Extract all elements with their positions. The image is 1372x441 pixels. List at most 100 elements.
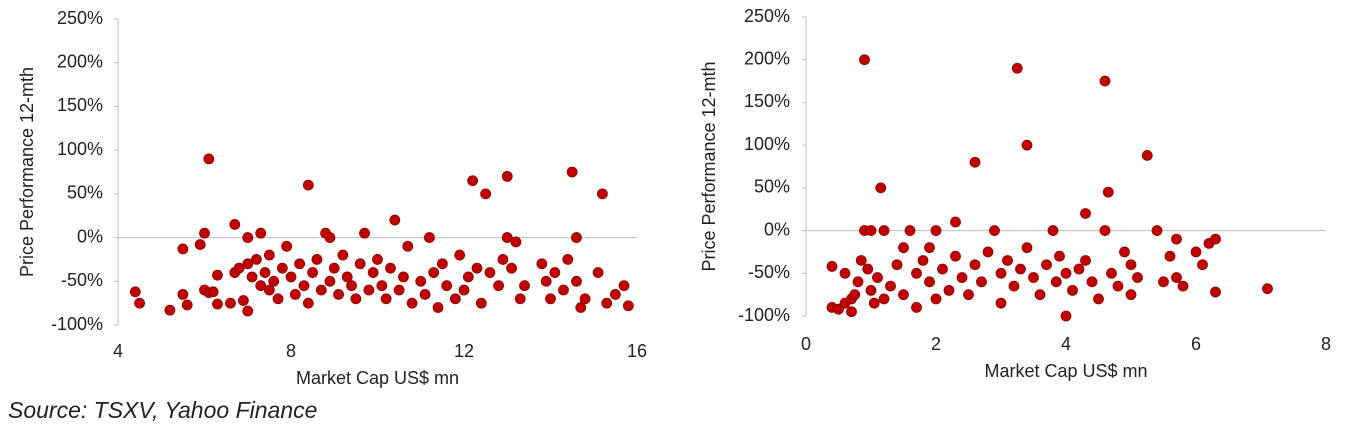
data-point [878, 225, 890, 236]
data-point [558, 284, 569, 296]
data-point [268, 275, 280, 287]
data-point [1015, 263, 1026, 275]
data-point [1125, 259, 1137, 271]
data-point [1073, 263, 1085, 275]
data-point [363, 284, 375, 296]
data-point [415, 275, 427, 287]
data-point [1011, 62, 1023, 74]
data-point [878, 293, 890, 305]
data-point [1177, 280, 1189, 292]
data-point [475, 297, 487, 309]
data-point [506, 262, 517, 274]
data-point [328, 262, 340, 274]
y-tick-label: 0% [764, 219, 790, 239]
data-point [562, 254, 574, 265]
data-point [203, 153, 215, 165]
data-point [276, 262, 288, 274]
y-tick-label: 150% [744, 91, 790, 111]
data-point [1151, 225, 1163, 236]
data-point [846, 306, 857, 318]
data-point [354, 258, 366, 270]
data-point [891, 259, 903, 271]
data-point [510, 236, 522, 248]
data-point [341, 271, 353, 283]
x-tick-label: 8 [286, 341, 296, 361]
data-point [393, 284, 405, 296]
data-point [454, 249, 466, 261]
data-point [298, 280, 310, 292]
data-point [1125, 289, 1137, 301]
data-point [1021, 242, 1033, 254]
data-point [885, 280, 896, 292]
data-point [571, 275, 582, 287]
x-tick-label: 4 [113, 341, 123, 361]
data-point [976, 276, 987, 288]
data-point [263, 249, 275, 261]
data-point [601, 297, 613, 309]
data-point [911, 302, 922, 313]
data-point [1093, 293, 1104, 305]
data-point [865, 225, 877, 236]
data-point [389, 214, 401, 226]
y-tick-label: 200% [57, 51, 103, 71]
data-point [493, 280, 505, 292]
data-point [181, 299, 193, 311]
data-point [134, 297, 146, 309]
data-point [458, 284, 470, 296]
data-point [501, 232, 513, 243]
data-point [194, 239, 206, 250]
data-point [1050, 276, 1062, 288]
data-point [436, 258, 448, 270]
data-point [1002, 255, 1013, 266]
data-point [930, 293, 942, 305]
data-point [302, 297, 314, 309]
data-point [514, 293, 526, 305]
data-point [911, 267, 922, 279]
y-tick-label: 100% [744, 134, 790, 154]
data-point [982, 246, 994, 258]
data-point [467, 175, 479, 187]
data-point [566, 166, 578, 178]
data-point [346, 280, 357, 292]
data-point [376, 280, 388, 292]
data-point [259, 267, 271, 278]
data-point [868, 297, 880, 309]
data-point [1099, 225, 1111, 236]
data-point [1119, 246, 1130, 258]
data-point [924, 276, 935, 288]
data-point [1132, 272, 1143, 283]
data-point [1080, 208, 1091, 219]
x-axis-title: Market Cap US$ mn [984, 361, 1147, 381]
data-point [1028, 272, 1039, 283]
data-point [359, 227, 370, 239]
data-point [1021, 139, 1033, 151]
data-point [398, 271, 409, 283]
data-point [862, 263, 874, 275]
data-point [212, 298, 223, 310]
data-point [592, 267, 604, 278]
data-point [302, 179, 314, 191]
data-point [872, 272, 883, 283]
data-point [212, 269, 223, 281]
x-tick-label: 8 [1321, 334, 1331, 354]
data-point [963, 289, 974, 301]
data-point [229, 219, 241, 230]
data-point [859, 54, 870, 66]
data-point [969, 156, 981, 168]
y-tick-label: -100% [51, 314, 103, 334]
source-note: Source: TSXV, Yahoo Finance [8, 397, 317, 423]
data-point [441, 280, 453, 292]
data-point [1067, 284, 1078, 296]
data-point [1047, 225, 1059, 236]
y-tick-label: 150% [57, 95, 103, 115]
data-point [839, 267, 851, 279]
data-point [419, 288, 431, 300]
data-point [423, 232, 435, 243]
y-tick-label: -50% [61, 270, 103, 290]
y-tick-label: 50% [67, 183, 103, 203]
data-point [484, 267, 496, 278]
y-tick-label: 50% [754, 177, 790, 197]
data-point [1197, 259, 1208, 271]
y-tick-label: 0% [77, 226, 103, 246]
data-point [337, 249, 349, 261]
